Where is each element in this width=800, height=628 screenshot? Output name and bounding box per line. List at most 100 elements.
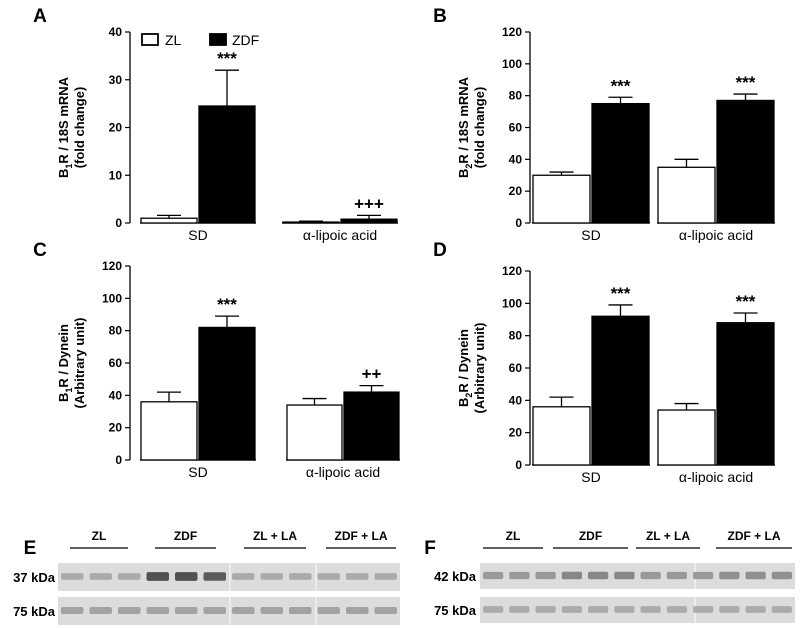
y-axis-label: B2R / 18S mRNA (456, 76, 474, 178)
blot-band (666, 571, 687, 580)
significance-mark: *** (611, 76, 631, 95)
y-tick-label: 40 (109, 25, 123, 39)
blot-band (509, 571, 530, 580)
lane-group-label: ZDF + LA (335, 529, 388, 543)
y-tick-label: 20 (509, 426, 523, 440)
panel-letter: A (33, 6, 47, 27)
blot-band (614, 571, 635, 580)
y-tick-label: 100 (502, 57, 522, 71)
bar-zl (532, 406, 591, 466)
blot-band (745, 571, 766, 580)
chart-panel-b: B 0 20 40 60 80 100 120 B2R / 18S mRNA (fold chan… (433, 6, 775, 243)
y-tick-label: 100 (502, 296, 522, 310)
y-tick-label: 80 (109, 324, 123, 338)
bar-zl (657, 166, 716, 224)
bar-zl (657, 409, 716, 466)
blot-band (745, 606, 766, 613)
blot-band (588, 571, 609, 580)
bar-zl (140, 401, 198, 461)
band-size-label: 75 kDa (13, 604, 56, 619)
legend-swatch-zl (141, 33, 159, 46)
blot-band (203, 572, 226, 581)
blot-band (346, 607, 369, 614)
bar-zl (286, 404, 343, 461)
y-tick-label: 0 (115, 216, 122, 230)
category-label: SD (188, 227, 207, 243)
y-tick-label: 120 (502, 264, 522, 278)
bar-zl (140, 217, 198, 224)
legend-label-zl: ZL (165, 32, 182, 48)
blot-band (483, 606, 504, 613)
panel-letter: E (24, 538, 37, 559)
blot-strip (480, 597, 795, 623)
y-tick-label: 0 (115, 453, 122, 467)
band-size-label: 37 kDa (13, 570, 56, 585)
band-size-label: 42 kDa (434, 569, 477, 584)
blot-band (640, 606, 661, 613)
category-label: SD (188, 464, 207, 480)
y-tick-label: 60 (509, 121, 523, 135)
blot-band (535, 571, 556, 580)
y-tick-label: 120 (102, 259, 122, 273)
blot-band (61, 573, 84, 580)
panel-letter: C (33, 240, 47, 261)
significance-mark: *** (611, 284, 631, 303)
lane-group-label: ZDF (579, 529, 602, 543)
y-axis-label-unit: (Arbitrary unit) (472, 323, 487, 414)
blot-band (289, 573, 312, 580)
band-size-label: 75 kDa (434, 603, 477, 618)
blot-band (509, 606, 530, 613)
y-tick-label: 120 (502, 25, 522, 39)
y-tick-label: 80 (509, 89, 523, 103)
blot-strip (58, 563, 400, 591)
blot-band (118, 607, 141, 614)
y-axis-label-unit: (Arbitrary unit) (72, 318, 87, 409)
y-axis-label-unit: (fold change) (72, 87, 87, 169)
blot-strip (480, 563, 795, 589)
y-tick-label: 80 (509, 329, 523, 343)
legend-swatch-zdf (209, 33, 227, 46)
category-label: α-lipoic acid (679, 469, 753, 485)
legend: ZL ZDF (141, 32, 259, 48)
significance-mark: *** (736, 292, 756, 311)
blot-band (175, 607, 198, 614)
significance-mark: +++ (354, 194, 384, 213)
y-axis-label: B1R / 18S mRNA (56, 76, 74, 178)
blot-panel-f: F ZL ZDF ZL + LA ZDF + LA 42 kDa 75 kDa (424, 529, 795, 623)
bar-zdf (340, 218, 398, 224)
chart-panel-d: D 0 20 40 60 80 100 120 B2R / Dynein (Arbitrary u… (433, 240, 775, 485)
category-label: α-lipoic acid (306, 464, 380, 480)
y-tick-label: 100 (102, 291, 122, 305)
blot-band (771, 571, 792, 580)
blot-band (260, 607, 283, 614)
lane-group-label: ZL (92, 529, 107, 543)
bar-zdf (716, 322, 775, 466)
blot-band (483, 571, 504, 580)
blot-band (771, 606, 792, 613)
blot-band (118, 573, 141, 580)
y-tick-label: 60 (509, 361, 523, 375)
category-label: α-lipoic acid (303, 227, 377, 243)
blot-band (374, 607, 397, 614)
significance-mark: *** (217, 295, 237, 314)
blot-band (317, 573, 340, 580)
blot-band (719, 571, 740, 580)
y-tick-label: 0 (515, 216, 522, 230)
blot-band (175, 572, 198, 581)
significance-mark: *** (736, 73, 756, 92)
bar-zdf (716, 99, 775, 224)
y-axis-label: B2R / Dynein (456, 329, 474, 407)
blot-band (614, 606, 635, 613)
significance-mark: ++ (362, 365, 382, 384)
y-tick-label: 10 (109, 168, 123, 182)
blot-band (289, 607, 312, 614)
blot-band (693, 571, 714, 580)
blot-band (693, 606, 714, 613)
bar-zdf (343, 391, 400, 461)
blot-band (561, 606, 582, 613)
bar-zdf (198, 105, 256, 224)
bar-zdf (198, 326, 256, 461)
y-tick-label: 40 (509, 393, 523, 407)
blot-panel-e: E ZL ZDF ZL + LA ZDF + LA 37 kDa 75 kDa (13, 529, 400, 625)
y-tick-label: 20 (109, 421, 123, 435)
